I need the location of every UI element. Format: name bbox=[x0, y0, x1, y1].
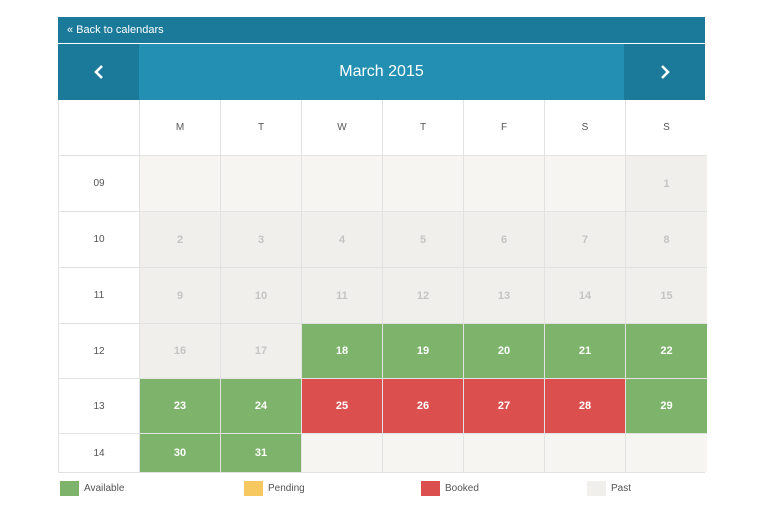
day-cell-booked[interactable]: 28 bbox=[545, 379, 626, 434]
empty-day-cell bbox=[140, 156, 221, 212]
day-cell-available[interactable]: 22 bbox=[626, 324, 707, 379]
week-row: 10 2 3 4 5 6 7 8 bbox=[59, 212, 707, 268]
day-cell-past: 10 bbox=[221, 268, 302, 324]
day-cell-available[interactable]: 18 bbox=[302, 324, 383, 379]
day-cell-past: 13 bbox=[464, 268, 545, 324]
month-title: March 2015 bbox=[139, 44, 624, 100]
legend-swatch bbox=[244, 481, 263, 496]
chevron-left-icon bbox=[93, 65, 103, 79]
day-cell-booked[interactable]: 26 bbox=[383, 379, 464, 434]
empty-day-cell bbox=[545, 156, 626, 212]
empty-day-cell bbox=[302, 156, 383, 212]
legend-item-booked: Booked bbox=[421, 481, 479, 496]
empty-day-cell bbox=[383, 434, 464, 472]
week-number: 10 bbox=[59, 212, 140, 268]
day-cell-past: 1 bbox=[626, 156, 707, 212]
legend-swatch bbox=[60, 481, 79, 496]
month-navigation-bar: March 2015 bbox=[58, 44, 705, 100]
day-cell-past: 11 bbox=[302, 268, 383, 324]
day-cell-past: 3 bbox=[221, 212, 302, 268]
empty-day-cell bbox=[302, 434, 383, 472]
day-cell-available[interactable]: 31 bbox=[221, 434, 302, 472]
week-number: 11 bbox=[59, 268, 140, 324]
day-cell-available[interactable]: 23 bbox=[140, 379, 221, 434]
legend-item-pending: Pending bbox=[244, 481, 305, 496]
legend-item-past: Past bbox=[587, 481, 631, 496]
day-cell-past: 16 bbox=[140, 324, 221, 379]
legend-label: Available bbox=[84, 483, 125, 494]
day-cell-booked[interactable]: 27 bbox=[464, 379, 545, 434]
week-row: 14 30 31 bbox=[59, 434, 707, 472]
day-cell-available[interactable]: 19 bbox=[383, 324, 464, 379]
back-to-calendars-link[interactable]: « Back to calendars bbox=[58, 17, 705, 44]
calendar-grid: M T W T F S S 09 1 10 2 3 4 5 6 7 8 11 9 10 11 12 13 14 15 12 16 17… bbox=[58, 100, 707, 473]
week-row: 13 23 24 25 26 27 28 29 bbox=[59, 379, 707, 434]
weekday-label: S bbox=[626, 100, 707, 156]
booking-calendar: « Back to calendars March 2015 M T W T F S S 09… bbox=[58, 17, 707, 473]
day-cell-past: 2 bbox=[140, 212, 221, 268]
day-cell-past: 12 bbox=[383, 268, 464, 324]
week-number: 14 bbox=[59, 434, 140, 472]
empty-day-cell bbox=[545, 434, 626, 472]
next-month-button[interactable] bbox=[624, 44, 705, 100]
legend-label: Pending bbox=[268, 483, 305, 494]
day-cell-past: 14 bbox=[545, 268, 626, 324]
day-cell-past: 17 bbox=[221, 324, 302, 379]
day-cell-booked[interactable]: 25 bbox=[302, 379, 383, 434]
legend-label: Booked bbox=[445, 483, 479, 494]
legend-label: Past bbox=[611, 483, 632, 494]
week-number-header bbox=[59, 100, 140, 156]
week-number: 13 bbox=[59, 379, 140, 434]
weekday-label: F bbox=[464, 100, 545, 156]
day-cell-past: 9 bbox=[140, 268, 221, 324]
week-number: 12 bbox=[59, 324, 140, 379]
previous-month-button[interactable] bbox=[58, 44, 139, 100]
day-cell-past: 15 bbox=[626, 268, 707, 324]
week-row: 12 16 17 18 19 20 21 22 bbox=[59, 324, 707, 379]
empty-day-cell bbox=[464, 434, 545, 472]
weekday-label: M bbox=[140, 100, 221, 156]
week-row: 11 9 10 11 12 13 14 15 bbox=[59, 268, 707, 324]
legend: Available Pending Booked Past bbox=[60, 481, 700, 497]
empty-day-cell bbox=[464, 156, 545, 212]
legend-swatch bbox=[587, 481, 606, 496]
day-cell-available[interactable]: 24 bbox=[221, 379, 302, 434]
day-cell-past: 6 bbox=[464, 212, 545, 268]
week-number: 09 bbox=[59, 156, 140, 212]
chevron-right-icon bbox=[660, 65, 670, 79]
day-cell-past: 4 bbox=[302, 212, 383, 268]
empty-day-cell bbox=[626, 434, 707, 472]
empty-day-cell bbox=[221, 156, 302, 212]
weekday-label: W bbox=[302, 100, 383, 156]
day-cell-available[interactable]: 30 bbox=[140, 434, 221, 472]
day-cell-available[interactable]: 29 bbox=[626, 379, 707, 434]
legend-swatch bbox=[421, 481, 440, 496]
legend-item-available: Available bbox=[60, 481, 124, 496]
weekday-label: S bbox=[545, 100, 626, 156]
weekday-label: T bbox=[383, 100, 464, 156]
day-cell-past: 8 bbox=[626, 212, 707, 268]
day-cell-available[interactable]: 20 bbox=[464, 324, 545, 379]
empty-day-cell bbox=[383, 156, 464, 212]
week-row: 09 1 bbox=[59, 156, 707, 212]
weekday-label: T bbox=[221, 100, 302, 156]
day-cell-past: 5 bbox=[383, 212, 464, 268]
day-cell-past: 7 bbox=[545, 212, 626, 268]
day-cell-available[interactable]: 21 bbox=[545, 324, 626, 379]
